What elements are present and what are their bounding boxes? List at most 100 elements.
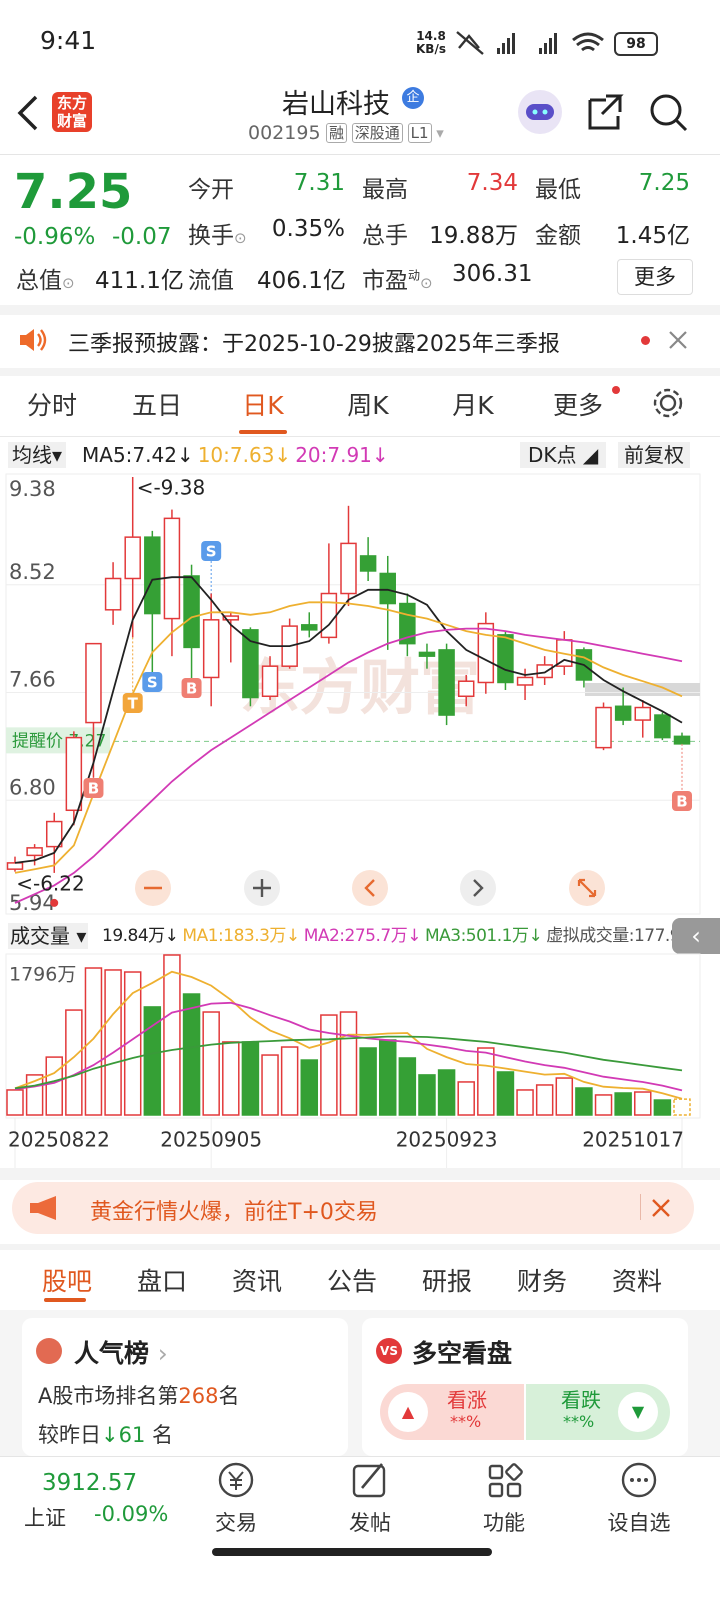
candle-body	[438, 649, 455, 716]
signal-text: B	[88, 780, 99, 798]
more-button[interactable]: 更多	[617, 259, 693, 295]
candle-body	[222, 615, 240, 621]
period-tab[interactable]: 周K	[347, 391, 389, 420]
vol-ma-legend: MA3:501.1万↓	[424, 926, 543, 946]
volume-bar	[437, 1069, 456, 1116]
notice-dot	[641, 336, 650, 345]
x-tick-label: 20250905	[160, 1128, 262, 1152]
signal-badge	[142, 672, 163, 692]
period-tab[interactable]: 月K	[452, 391, 494, 420]
dropdown: ▾	[436, 124, 444, 142]
divider	[0, 154, 720, 155]
volume-bar	[65, 1009, 83, 1116]
candle-body	[556, 639, 573, 667]
card-icon: VS	[376, 1338, 402, 1364]
low-annotation: <-6.22	[16, 871, 85, 895]
field-value: 411.1亿	[95, 268, 184, 294]
volume-title: 成交量	[10, 924, 70, 948]
candle-body	[575, 649, 593, 681]
watermark: 东方财富	[240, 654, 480, 724]
field-label: 今开	[188, 177, 234, 203]
alert-label: 提醒价 7.27	[12, 731, 106, 751]
content-tab[interactable]: 股吧	[41, 1267, 93, 1296]
index-value[interactable]: 3912.57	[42, 1470, 138, 1496]
ma-legend-item: 10:7.63↓	[197, 443, 292, 467]
volume-frame	[5, 953, 701, 1119]
field-label: 最高	[362, 177, 408, 203]
volume-bar	[496, 1071, 515, 1116]
content-tab[interactable]: 研报	[421, 1267, 473, 1296]
settings[interactable]	[651, 386, 685, 420]
share[interactable]	[588, 94, 624, 130]
battery: 98	[614, 32, 658, 56]
search[interactable]	[650, 94, 682, 126]
volume-bar	[418, 1074, 436, 1116]
net-speed: 14.8 KB/s	[416, 30, 446, 56]
adjust-button[interactable]: 前复权	[618, 442, 690, 468]
logo-line: 财富	[56, 112, 87, 130]
bottom-item[interactable]: 设自选	[607, 1511, 671, 1535]
volume-bar	[182, 993, 201, 1116]
stock-code: 002195	[248, 122, 321, 144]
y-tick-label: 5.94	[9, 891, 56, 915]
card-title-text: 人气榜	[74, 1339, 150, 1368]
tab-underline	[44, 1298, 86, 1302]
volume-bar	[673, 1098, 691, 1116]
ma-line	[14, 1001, 683, 1092]
bottom-item[interactable]: 功能	[483, 1511, 525, 1535]
rank-line: A股市场排名第268名	[38, 1380, 239, 1410]
dk-button[interactable]: DK点 ◢	[520, 442, 607, 468]
stock-name: 岩山科技	[282, 89, 390, 120]
content-tab[interactable]: 财务	[516, 1267, 568, 1296]
period-tab[interactable]: 分时	[26, 391, 78, 420]
ma-selector[interactable]: 均线▾	[8, 442, 67, 468]
bottom-item[interactable]: 交易	[215, 1511, 257, 1535]
tag: 深股通	[351, 123, 403, 143]
field-value: 406.1亿	[257, 268, 346, 294]
volume-bar	[398, 1057, 417, 1116]
info-icon: ⊙	[420, 274, 433, 292]
period-tab[interactable]: 五日	[131, 391, 183, 420]
content-tab[interactable]: 公告	[326, 1267, 378, 1296]
popularity-card[interactable]	[22, 1318, 348, 1456]
period-tab[interactable]: 更多	[552, 391, 604, 420]
signal-text: S	[147, 674, 158, 692]
separator	[0, 305, 720, 315]
card-title: 人气榜 ›	[74, 1339, 168, 1368]
up-icon: ▲	[388, 1392, 428, 1432]
index-change: -0.09%	[94, 1502, 169, 1526]
candle-body	[516, 676, 534, 686]
bottom-item[interactable]: 发帖	[349, 1511, 391, 1535]
rank-prefix: A股市场排名第	[38, 1384, 179, 1408]
volume-bar	[143, 1006, 162, 1116]
field-value: 7.31	[293, 170, 345, 196]
y-tick-label: 1796万	[9, 964, 76, 986]
volume-bar	[280, 1046, 299, 1116]
close-notice[interactable]	[668, 330, 688, 350]
back-button[interactable]	[14, 94, 42, 132]
content-tab[interactable]: 资讯	[231, 1267, 283, 1296]
bear-label: 看跌	[561, 1388, 601, 1412]
change-value: 61	[118, 1423, 146, 1447]
candle-body	[320, 592, 338, 639]
ma-line	[14, 627, 683, 904]
promo-banner[interactable]	[12, 1182, 694, 1234]
volume-bar	[6, 1089, 24, 1116]
status-time: 9:41	[40, 26, 97, 55]
ma-legend: MA5:7.42↓ 10:7.63↓ 20:7.91↓	[82, 442, 393, 468]
content-tab[interactable]: 盘口	[136, 1267, 188, 1296]
volume-bar	[535, 1084, 554, 1116]
content-tab[interactable]: 资料	[611, 1267, 663, 1296]
bear-value: **%	[563, 1412, 595, 1431]
net-speed-value: 14.8	[416, 29, 446, 43]
volume-bar	[261, 1054, 279, 1116]
period-tab[interactable]: 日K	[242, 391, 284, 420]
collapse[interactable]: ‹	[672, 918, 720, 954]
plot-frame	[5, 473, 701, 915]
megaphone	[30, 1196, 56, 1220]
y-tick-label: 8.52	[9, 560, 56, 584]
close-banner[interactable]	[651, 1198, 671, 1218]
bull-label: 看涨	[447, 1388, 487, 1412]
volume-bar	[457, 1081, 475, 1116]
volume-selector[interactable]: 成交量 ▾	[8, 923, 89, 949]
